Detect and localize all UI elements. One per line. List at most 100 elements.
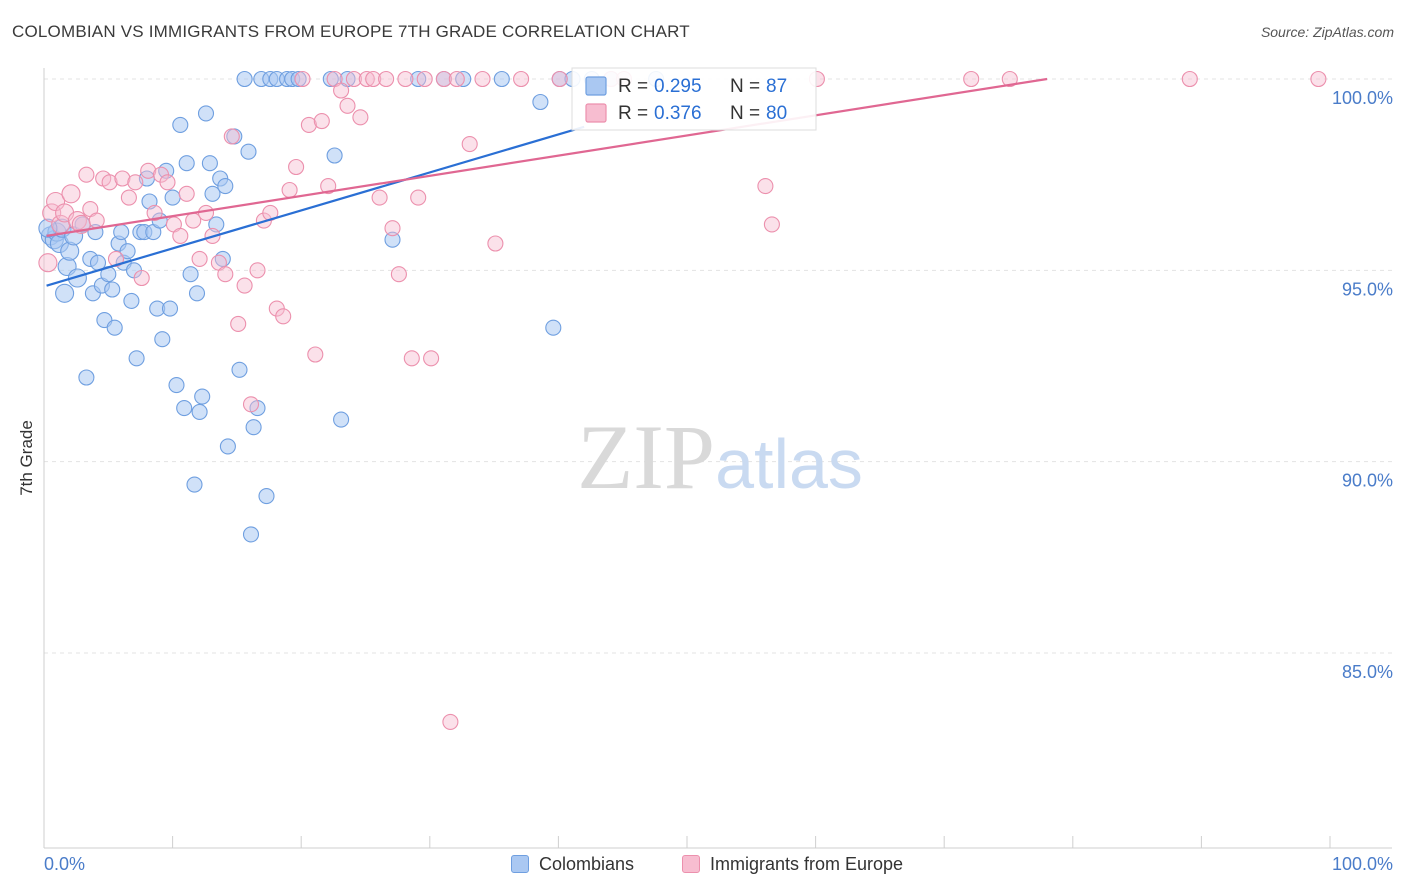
point-europe <box>448 70 465 88</box>
stats-r-value-1: 0.295 <box>654 76 702 97</box>
point-colombians <box>191 403 208 420</box>
point-europe <box>410 189 427 206</box>
point-europe <box>442 713 459 730</box>
point-colombians <box>188 285 206 302</box>
point-europe <box>763 216 780 233</box>
point-europe <box>223 128 240 145</box>
stats-n-value-2: 80 <box>766 103 787 124</box>
stats-swatch-colombians <box>585 76 607 96</box>
trend-line-europe <box>46 77 1048 237</box>
point-europe <box>384 220 401 237</box>
y-tick-label: 95.0% <box>1342 279 1393 299</box>
point-colombians <box>194 388 211 405</box>
watermark: ZIPatlas <box>577 406 863 508</box>
legend-item-colombians[interactable]: Colombians <box>511 852 634 876</box>
stats-n-label-2: N = <box>730 103 760 124</box>
point-europe <box>300 116 317 133</box>
point-europe <box>371 189 388 206</box>
point-colombians <box>236 70 253 88</box>
point-europe <box>146 204 163 221</box>
point-europe <box>551 70 568 88</box>
stats-r-label-1: R = <box>618 76 648 97</box>
point-europe <box>461 136 478 153</box>
point-europe <box>114 170 131 187</box>
point-europe <box>38 253 58 273</box>
point-europe <box>963 70 980 88</box>
legend-swatch-colombians <box>511 855 529 873</box>
legend-item-europe[interactable]: Immigrants from Europe <box>682 852 903 876</box>
point-europe <box>236 277 253 294</box>
legend-swatch-europe <box>682 855 700 873</box>
point-europe <box>378 70 395 88</box>
point-europe <box>1181 70 1198 88</box>
point-europe <box>197 204 215 221</box>
point-colombians <box>113 224 130 241</box>
point-colombians <box>128 350 145 367</box>
point-europe <box>140 162 157 179</box>
point-colombians <box>178 155 195 172</box>
stats-n-label-1: N = <box>730 76 760 97</box>
point-europe <box>320 178 337 195</box>
legend-label-colombians: Colombians <box>539 853 635 874</box>
point-europe <box>230 315 247 332</box>
point-colombians <box>176 400 193 417</box>
point-europe <box>757 178 774 195</box>
point-europe <box>365 70 382 88</box>
x-tick-label: 100.0% <box>1332 854 1393 874</box>
point-europe <box>474 70 491 88</box>
points-layer <box>38 70 1327 730</box>
point-colombians <box>333 411 350 428</box>
y-tick-label: 85.0% <box>1342 662 1393 682</box>
point-colombians <box>290 70 307 88</box>
point-colombians <box>242 526 260 543</box>
point-europe <box>345 70 362 88</box>
point-colombians <box>201 155 218 172</box>
point-europe <box>178 185 195 202</box>
point-europe <box>1001 70 1018 88</box>
point-europe <box>423 350 440 367</box>
y-tick-label: 90.0% <box>1342 471 1393 491</box>
stats-r-label-2: R = <box>618 103 648 124</box>
point-europe <box>313 113 330 130</box>
point-colombians <box>231 361 248 378</box>
point-europe <box>61 184 81 204</box>
point-colombians <box>322 70 339 88</box>
point-colombians <box>119 243 136 260</box>
point-colombians <box>161 300 179 317</box>
point-europe <box>487 235 504 252</box>
point-colombians <box>154 331 171 348</box>
legend-label-europe: Immigrants from Europe <box>710 853 904 874</box>
point-europe <box>133 269 150 287</box>
stats-legend: R = 0.295 N = 87 R = 0.376 N = 80 <box>571 67 817 131</box>
trend-lines <box>46 77 1048 287</box>
point-europe <box>127 174 144 191</box>
stats-r-value-2: 0.376 <box>654 103 702 124</box>
point-europe <box>294 70 311 88</box>
point-europe <box>107 250 125 267</box>
point-colombians <box>104 281 121 298</box>
point-europe <box>159 174 176 191</box>
point-colombians <box>172 116 189 133</box>
point-colombians <box>240 143 257 160</box>
point-europe <box>390 266 407 283</box>
point-colombians <box>219 438 236 455</box>
point-europe <box>339 97 356 114</box>
point-colombians <box>245 419 262 436</box>
point-europe <box>242 396 260 413</box>
point-colombians <box>197 105 215 122</box>
point-europe <box>281 181 298 199</box>
point-europe <box>101 174 118 191</box>
point-europe <box>352 109 369 126</box>
point-europe <box>217 266 234 283</box>
point-europe <box>88 212 105 229</box>
tick-labels: 100.0% 95.0% 90.0% 85.0% 0.0% 100.0% <box>44 88 1393 874</box>
point-europe <box>275 308 292 325</box>
point-colombians <box>532 93 549 111</box>
point-europe <box>307 346 324 363</box>
point-europe <box>333 82 350 99</box>
point-europe <box>513 70 530 88</box>
axes <box>43 68 1392 849</box>
chart-source: Source: ZipAtlas.com <box>1260 24 1394 40</box>
point-europe <box>249 262 266 279</box>
